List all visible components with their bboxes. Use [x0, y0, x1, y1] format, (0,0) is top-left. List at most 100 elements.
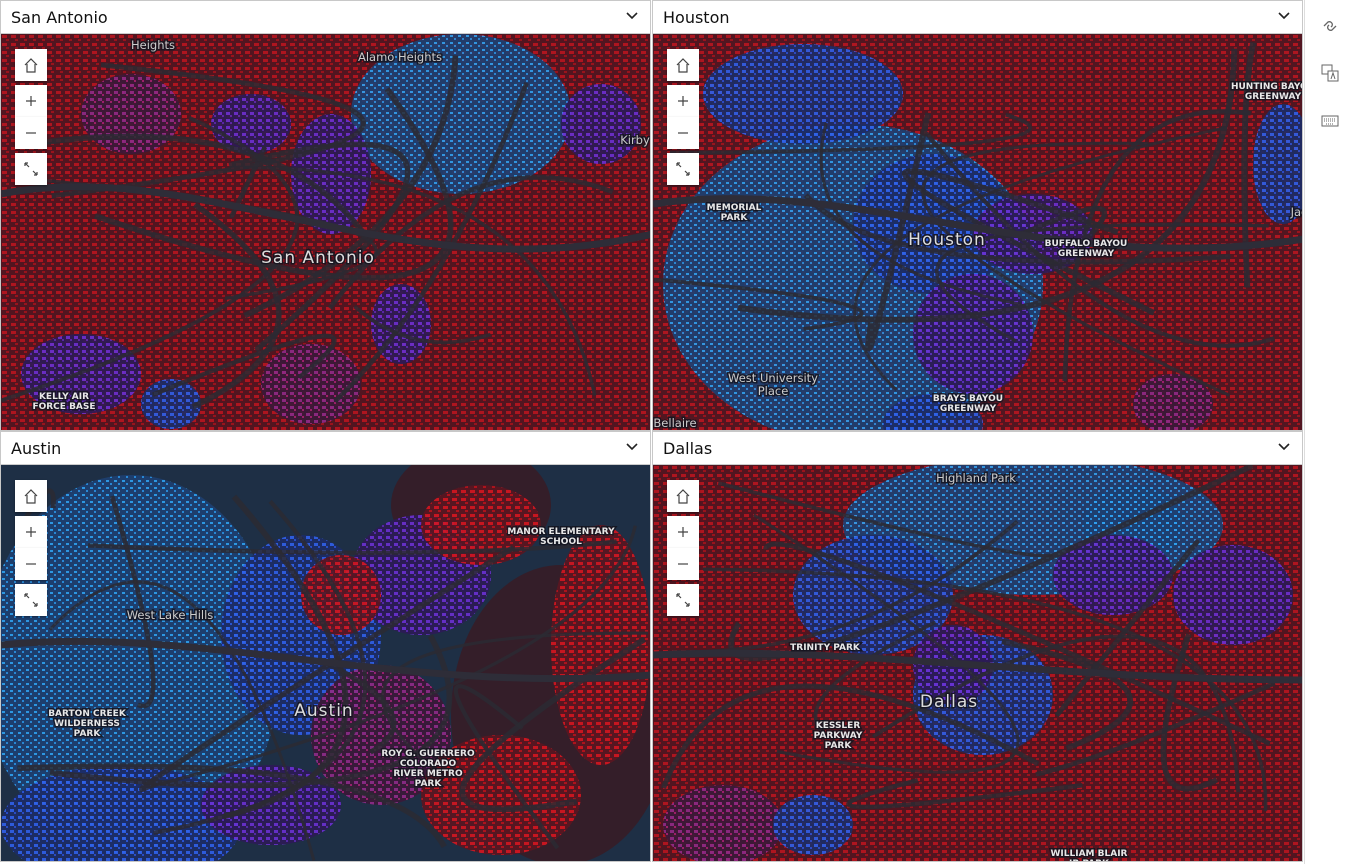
minus-button[interactable] — [667, 548, 699, 580]
expand-icon — [676, 593, 690, 607]
buildings — [81, 74, 181, 154]
map-label: Jac — [1290, 205, 1303, 219]
dropdown-chevron[interactable] — [1278, 443, 1290, 451]
minus-button[interactable] — [667, 117, 699, 149]
map-label: TRINITY PARK — [790, 643, 861, 653]
panel-header: San Antonio — [1, 1, 650, 34]
highway — [653, 649, 1302, 684]
highway — [653, 195, 1302, 252]
plus-button[interactable] — [15, 516, 47, 548]
road — [48, 580, 316, 861]
map-label: ROY G. GUERRERO — [381, 749, 475, 759]
sidebar — [1304, 0, 1353, 864]
minus-icon — [26, 132, 36, 134]
expand-button[interactable] — [15, 153, 47, 185]
road — [737, 48, 1238, 323]
map-label: Heights — [131, 38, 175, 52]
road — [660, 683, 1040, 790]
map-label: BRAYS BAYOU — [933, 394, 1003, 404]
buildings — [301, 555, 381, 635]
dropdown-chevron[interactable] — [1278, 12, 1290, 20]
road — [813, 620, 937, 740]
buildings — [773, 795, 853, 855]
map-label: West Lake Hills — [127, 608, 214, 622]
home-icon — [24, 489, 38, 504]
map: Heights Alamo Heights Kirby San Antonio KELL… — [1, 34, 650, 430]
chevron — [1278, 443, 1290, 451]
road — [51, 62, 366, 199]
road — [109, 495, 156, 709]
map-label: Austin — [294, 701, 353, 721]
dropdown-chevron[interactable] — [626, 443, 638, 451]
buildings — [883, 394, 983, 430]
map-label: SCHOOL — [540, 537, 582, 547]
road — [243, 165, 597, 396]
buildings — [421, 485, 541, 565]
road — [752, 513, 1020, 774]
road — [151, 333, 337, 397]
minus-button[interactable] — [15, 117, 47, 149]
chevron — [626, 12, 638, 20]
minus-button[interactable] — [15, 548, 47, 580]
road — [653, 277, 864, 331]
expand-button[interactable] — [667, 584, 699, 616]
map: HUNTING BAYOUGREENWAYMEMORIALPARKHouston… — [653, 34, 1303, 430]
home-button[interactable] — [15, 49, 47, 81]
buildings — [551, 525, 650, 765]
link-icon[interactable] — [1321, 17, 1339, 35]
map-label: GREENWAY — [1245, 92, 1302, 102]
map-label: JR PARK — [1068, 859, 1110, 862]
minus-icon — [678, 132, 688, 134]
icon — [26, 96, 36, 106]
road — [1035, 680, 1276, 777]
road — [921, 141, 1230, 397]
map-panel: Austin MANOR ELEMENTARY SCHOOL West Lake Hi… — [0, 431, 651, 862]
buildings — [1173, 545, 1293, 645]
map-label: MANOR ELEMENTARY — [507, 527, 615, 537]
road — [333, 82, 529, 404]
map-label: MEMORIAL — [707, 203, 762, 213]
map-label: Bellaire — [653, 416, 696, 430]
buildings — [351, 34, 571, 194]
buildings — [1, 765, 241, 861]
dropdown-chevron[interactable] — [626, 12, 638, 20]
minus-icon — [26, 563, 36, 565]
buildings — [261, 344, 361, 424]
buildings — [1253, 104, 1302, 224]
road — [38, 133, 369, 239]
map-label: PARKWAY — [814, 731, 863, 741]
plus-button[interactable] — [667, 516, 699, 548]
map-label: BUFFALO BAYOU — [1045, 239, 1128, 249]
icon — [678, 96, 688, 106]
translate-icon[interactable] — [1321, 64, 1339, 82]
road — [717, 481, 1054, 558]
map-label: Houston — [908, 230, 986, 250]
map-label: PARK — [825, 741, 853, 751]
road — [353, 305, 492, 345]
home-icon — [676, 489, 690, 504]
road — [1017, 205, 1107, 244]
plus-button[interactable] — [15, 85, 47, 117]
road — [139, 545, 515, 792]
home-button[interactable] — [667, 49, 699, 81]
chevron — [1278, 12, 1290, 20]
map-label: WILLIAM BLAIR — [1051, 849, 1128, 859]
plus-icon — [678, 527, 688, 537]
expand-button[interactable] — [667, 153, 699, 185]
map-label: West University — [728, 371, 818, 385]
icon — [678, 527, 688, 537]
keyboard-icon[interactable] — [1321, 114, 1339, 128]
buildings — [201, 765, 341, 845]
icon — [24, 162, 38, 176]
map-panel: Dallas Highland Park TRINITY PARK Dallas KES… — [652, 431, 1303, 862]
plus-button[interactable] — [667, 85, 699, 117]
home-button[interactable] — [15, 480, 47, 512]
road — [703, 567, 1268, 812]
panel-title: San Antonio — [11, 8, 108, 27]
road — [1001, 638, 1133, 751]
plus-icon — [26, 96, 36, 106]
map-label: PARK — [415, 779, 443, 789]
expand-button[interactable] — [15, 584, 47, 616]
home-button[interactable] — [667, 480, 699, 512]
map-label: RIVER METRO — [393, 769, 463, 779]
